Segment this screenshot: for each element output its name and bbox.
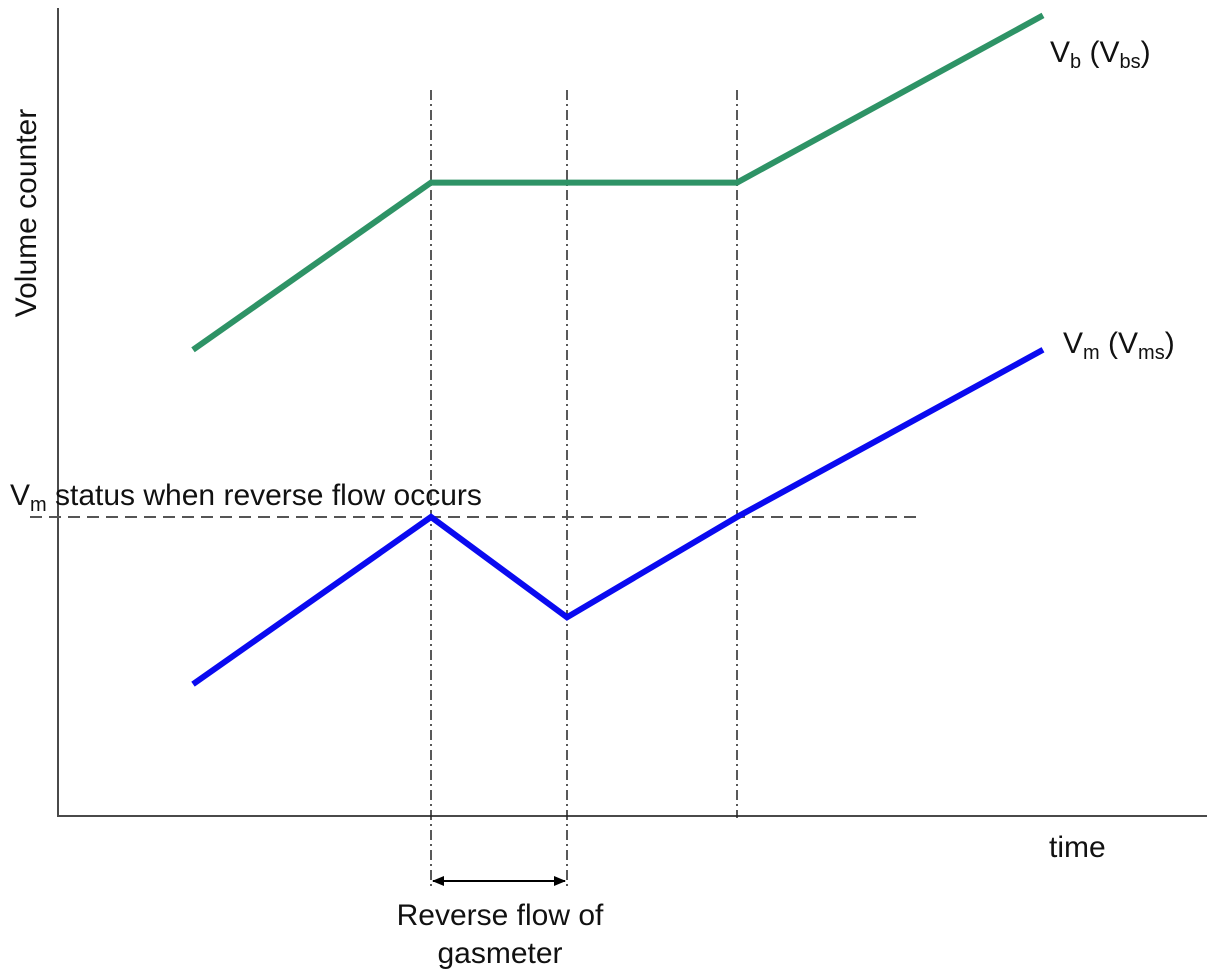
vm-series-label: Vm (Vms) <box>1063 327 1175 364</box>
vb-label-paren-open: (V <box>1081 36 1119 69</box>
vm-status-annotation: Vm status when reverse flow occurs <box>10 479 482 516</box>
vm-label-paren-open: (V <box>1100 327 1138 360</box>
vb-series-line <box>191 12 1045 353</box>
reverse-flow-caption-line2: gasmeter <box>437 937 562 970</box>
vm-series-line <box>191 347 1045 687</box>
vb-series-label: Vb (Vbs) <box>1050 36 1151 73</box>
vb-label-sub: b <box>1070 51 1081 73</box>
reverse-flow-caption-line1: Reverse flow of <box>397 899 604 932</box>
status-label-sub: m <box>30 494 47 516</box>
vb-label-paren-sub: bs <box>1119 51 1140 73</box>
vm-label-main: V <box>1063 327 1083 360</box>
status-label-main: V <box>10 479 30 512</box>
vb-label-paren-close: ) <box>1141 36 1151 69</box>
vb-label-main: V <box>1050 36 1070 69</box>
vm-label-sub: m <box>1083 342 1100 364</box>
x-axis-label: time <box>1049 831 1106 864</box>
vm-label-paren-close: ) <box>1165 327 1175 360</box>
y-axis-label: Volume counter <box>10 109 43 317</box>
status-label-text: status when reverse flow occurs <box>47 479 482 512</box>
vm-label-paren-sub: ms <box>1138 342 1165 364</box>
